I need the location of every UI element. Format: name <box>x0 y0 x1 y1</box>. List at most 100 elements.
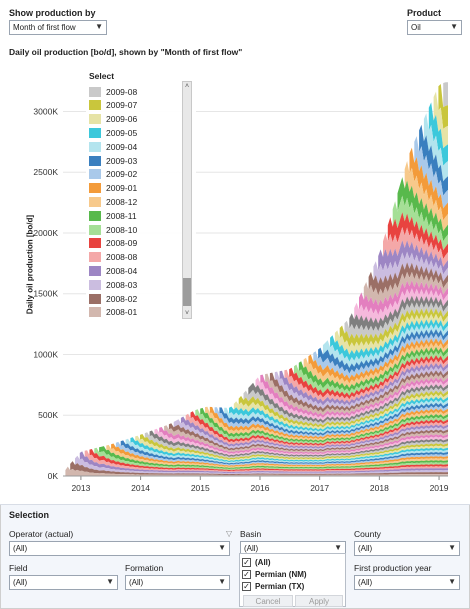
filter-icon[interactable]: ▽ <box>226 529 233 538</box>
selection-title: Selection <box>9 510 50 520</box>
area-band <box>298 346 448 392</box>
formation-value: (All) <box>129 578 144 587</box>
chevron-down-icon: ▼ <box>106 577 114 586</box>
x-tick-label: 2019 <box>430 483 449 493</box>
basin-option-label: Permian (NM) <box>255 569 307 579</box>
legend-swatch <box>89 141 101 152</box>
legend-item[interactable]: 2009-03 <box>89 154 137 167</box>
legend-label: 2009-01 <box>106 183 138 194</box>
field-dropdown[interactable]: (All) ▼ <box>9 575 118 590</box>
stacked-area-chart[interactable]: 0K 500K 1000K 1500K 2000K 2500K 3000K 2013 2014 2… <box>0 0 470 505</box>
field-label: Field <box>9 563 28 573</box>
legend-title: Select <box>89 71 115 81</box>
legend-item[interactable]: 2009-07 <box>89 99 137 112</box>
chevron-down-icon[interactable]: ˅ <box>184 310 190 317</box>
first-year-dropdown[interactable]: (All) ▼ <box>354 575 460 590</box>
area-band <box>330 319 448 362</box>
checkbox-checked-icon[interactable]: ✓ <box>242 569 251 579</box>
area-band <box>378 240 448 275</box>
legend-swatch <box>89 224 101 235</box>
legend-item[interactable]: 2008-11 <box>89 209 137 222</box>
area-band <box>219 402 448 436</box>
legend-label: 2009-05 <box>106 127 138 138</box>
area-band <box>284 359 448 403</box>
x-tick-label: 2017 <box>310 483 329 493</box>
chevron-down-icon: ▼ <box>334 543 342 552</box>
checkbox-checked-icon[interactable]: ✓ <box>242 581 251 591</box>
cancel-button[interactable]: Cancel <box>243 595 293 607</box>
y-tick-label: 500K <box>38 410 58 420</box>
area-band <box>294 351 448 396</box>
legend-item[interactable]: 2008-01 <box>89 306 137 319</box>
legend-item[interactable]: 2009-08 <box>89 85 137 98</box>
legend-item[interactable]: 2009-02 <box>89 168 137 181</box>
area-band <box>185 413 448 448</box>
legend-item[interactable]: 2009-05 <box>89 126 137 139</box>
operator-label: Operator (actual) <box>9 529 74 539</box>
x-tick-label: 2018 <box>370 483 389 493</box>
legend-item[interactable]: 2008-08 <box>89 251 137 264</box>
legend-item[interactable]: 2009-01 <box>89 182 137 195</box>
area-band <box>363 271 448 306</box>
area-band <box>438 84 448 129</box>
area-band <box>149 430 448 457</box>
legend-swatch <box>89 155 101 166</box>
basin-option-permian-tx[interactable]: ✓ Permian (TX) <box>242 580 304 592</box>
legend-label: 2008-01 <box>106 307 138 318</box>
legend-swatch <box>89 293 101 304</box>
show-production-dropdown[interactable]: Month of first flow ▼ <box>9 20 107 35</box>
basin-popup: ✓ (All) ✓ Permian (NM) ✓ Permian (TX) Ca… <box>239 553 346 607</box>
x-tick-label: 2015 <box>191 483 210 493</box>
legend-scrollbar[interactable]: ˄ ˅ <box>182 81 192 319</box>
legend-label: 2009-02 <box>106 169 138 180</box>
basin-option-permian-nm[interactable]: ✓ Permian (NM) <box>242 568 307 580</box>
legend-item[interactable]: 2008-12 <box>89 195 137 208</box>
county-label: County <box>354 529 381 539</box>
chevron-down-icon: ▼ <box>218 577 226 586</box>
legend-label: 2009-04 <box>106 141 138 152</box>
area-band <box>269 370 448 413</box>
area-band <box>168 423 448 452</box>
area-band <box>383 227 448 267</box>
chevron-down-icon: ▼ <box>448 577 456 586</box>
county-dropdown[interactable]: (All) ▼ <box>354 541 460 556</box>
show-production-label: Show production by <box>9 8 96 18</box>
area-band <box>359 280 448 316</box>
area-band <box>233 393 448 430</box>
legend-panel: Select 2009-08 2009-07 2009-06 2009-05 2009-… <box>86 68 196 323</box>
basin-option-all[interactable]: ✓ (All) <box>242 556 271 568</box>
formation-dropdown[interactable]: (All) ▼ <box>125 575 230 590</box>
legend-label: 2008-10 <box>106 224 138 235</box>
y-tick-label: 1500K <box>33 289 58 299</box>
scroll-thumb[interactable] <box>183 278 191 306</box>
chevron-up-icon[interactable]: ˄ <box>184 83 190 90</box>
legend-label: 2008-04 <box>106 265 138 276</box>
legend-item[interactable]: 2008-02 <box>89 292 137 305</box>
product-label: Product <box>407 8 442 18</box>
chart-title: Daily oil production [bo/d], shown by "M… <box>9 47 243 57</box>
area-band <box>238 390 448 428</box>
area-band <box>243 387 448 426</box>
formation-label: Formation <box>125 563 164 573</box>
legend-item[interactable]: 2009-04 <box>89 140 137 153</box>
area-band <box>428 102 448 166</box>
legend-item[interactable]: 2008-10 <box>89 223 137 236</box>
area-band <box>414 136 448 209</box>
area-band <box>318 329 448 374</box>
area-band <box>140 434 448 460</box>
legend-item[interactable]: 2008-04 <box>89 264 137 277</box>
product-dropdown[interactable]: Oil ▼ <box>407 20 462 35</box>
legend-item[interactable]: 2008-03 <box>89 278 137 291</box>
operator-dropdown[interactable]: (All) ▼ <box>9 541 230 556</box>
legend-item[interactable]: 2008-09 <box>89 237 137 250</box>
checkbox-checked-icon[interactable]: ✓ <box>242 557 251 567</box>
apply-button[interactable]: Apply <box>295 595 343 607</box>
y-tick-label: 1000K <box>33 349 58 359</box>
legend-swatch <box>89 238 101 249</box>
area-band <box>209 406 448 440</box>
area-band <box>308 338 448 384</box>
legend-swatch <box>89 279 101 290</box>
legend-item[interactable]: 2009-06 <box>89 113 137 126</box>
legend-label: 2009-08 <box>106 86 138 97</box>
legend-swatch <box>89 252 101 263</box>
